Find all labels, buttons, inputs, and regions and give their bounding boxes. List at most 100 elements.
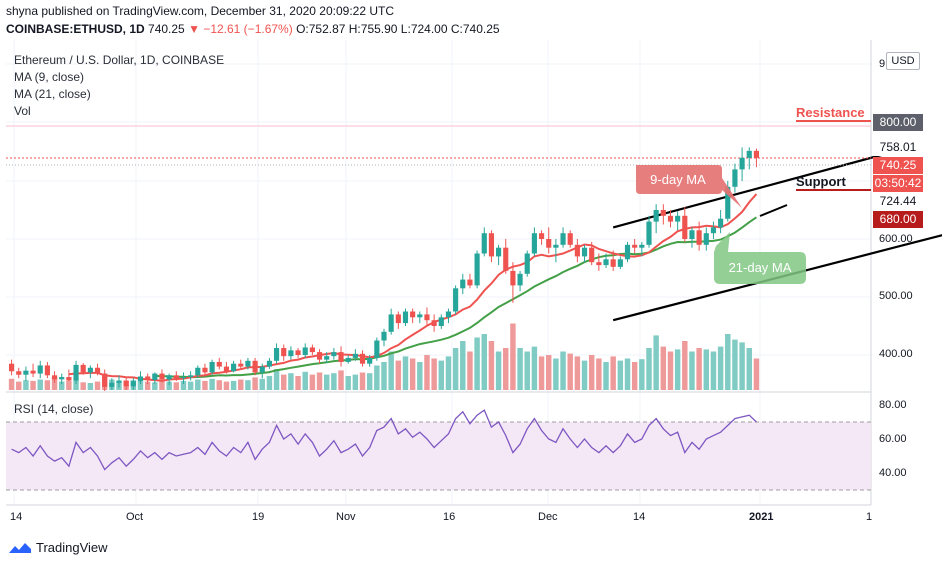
rsi-tick: 60.00 [879, 433, 907, 445]
volume-bar [338, 370, 344, 390]
candle-body [581, 247, 588, 257]
volume-bar [30, 380, 36, 390]
candle-body [180, 377, 187, 379]
volume-bar [366, 373, 373, 390]
ma9-callout-label: 9-day MA [650, 172, 706, 187]
candle-body [331, 352, 337, 357]
volume-bar [581, 360, 588, 390]
low-price-box: 724.44 [873, 193, 923, 210]
volume-bar [610, 356, 616, 390]
volume-bar [460, 341, 466, 390]
resistance-price-box: 800.00 [873, 114, 923, 131]
time-tick: Dec [538, 511, 558, 523]
candle-body [746, 150, 752, 158]
volume-bar [488, 341, 495, 390]
candle-body [481, 233, 487, 254]
time-tick: 1 [866, 511, 873, 523]
volume-bar [180, 380, 187, 390]
tradingview-icon [9, 542, 31, 553]
candle-body [109, 382, 115, 387]
candle-body [574, 244, 580, 257]
candle-body [689, 230, 695, 239]
candle-body [66, 377, 72, 381]
candle-body [273, 348, 280, 361]
volume-bar [8, 378, 15, 390]
volume-bar [481, 334, 487, 390]
volume-bar [725, 334, 731, 390]
volume-bar [187, 381, 194, 390]
candle-body [309, 347, 315, 353]
volume-bar [402, 356, 409, 390]
volume-bar [639, 359, 645, 390]
price-tick: 500.00 [879, 290, 913, 302]
volume-bar [538, 356, 545, 390]
volume-bar [510, 323, 516, 390]
volume-bar [323, 374, 330, 390]
time-tick: 14 [633, 511, 646, 523]
volume-bar [309, 374, 316, 390]
tradingview-logo[interactable]: TradingView [8, 540, 108, 555]
candle-body [718, 218, 724, 228]
brand-name: TradingView [36, 540, 108, 555]
volume-bar [359, 372, 366, 390]
volume-bar [295, 376, 301, 390]
ma9-callout-bubble [636, 165, 742, 208]
resistance-label: Resistance [796, 105, 865, 120]
candle-body [51, 375, 58, 380]
candle-body [567, 233, 573, 245]
candle-body [188, 375, 194, 378]
volume-bar [16, 381, 22, 390]
candle-body [30, 370, 36, 374]
candle-body [259, 366, 265, 373]
currency-button[interactable]: USD [886, 52, 920, 70]
volume-bar [409, 358, 416, 390]
candle-body [245, 360, 251, 367]
candle-body [610, 259, 616, 267]
volume-bar [44, 380, 51, 390]
candle-body [682, 215, 688, 239]
candle-body [37, 365, 43, 374]
volume-bar [316, 372, 323, 390]
volume-bar [159, 380, 165, 390]
price-tick: 400.00 [879, 348, 913, 360]
candle-body [367, 357, 373, 364]
volume-bar [753, 358, 760, 390]
volume-bar [381, 362, 387, 390]
candle-body [496, 247, 502, 257]
volume-bar [388, 351, 394, 390]
volume-bar [73, 380, 79, 390]
volume-bar [37, 379, 43, 390]
candle-body [696, 230, 702, 245]
volume-bar [302, 371, 308, 390]
candle-body [438, 317, 444, 326]
volume-bar [574, 356, 581, 390]
volume-bar [216, 380, 222, 390]
candle-body [87, 367, 93, 373]
candle-body [725, 186, 731, 219]
high-price-box: 758.01 [873, 139, 923, 156]
candle-body [316, 352, 323, 360]
candle-body [9, 363, 15, 372]
last-price: 740.25 [148, 22, 185, 36]
candle-body [510, 270, 516, 286]
candle-body [417, 314, 423, 318]
candle-body [202, 367, 208, 373]
volume-bar [51, 377, 58, 390]
volume-bar [531, 346, 538, 390]
support-label: Support [796, 174, 846, 189]
candle-body [402, 311, 409, 324]
candle-body [216, 361, 222, 367]
volume-bar [417, 362, 423, 390]
volume-bar [58, 381, 65, 390]
rsi-line [11, 409, 757, 471]
symbol-label: COINBASE:ETHUSD, 1D [6, 22, 145, 36]
volume-bar [646, 348, 652, 390]
candle-body [295, 350, 301, 355]
volume-bar [195, 379, 201, 390]
ohlc-values: O:752.87 H:755.90 L:724.00 C:740.25 [296, 22, 500, 36]
candle-body [703, 233, 709, 245]
candle-body [467, 279, 473, 286]
candle-body [345, 357, 351, 362]
candle-body [453, 288, 459, 312]
